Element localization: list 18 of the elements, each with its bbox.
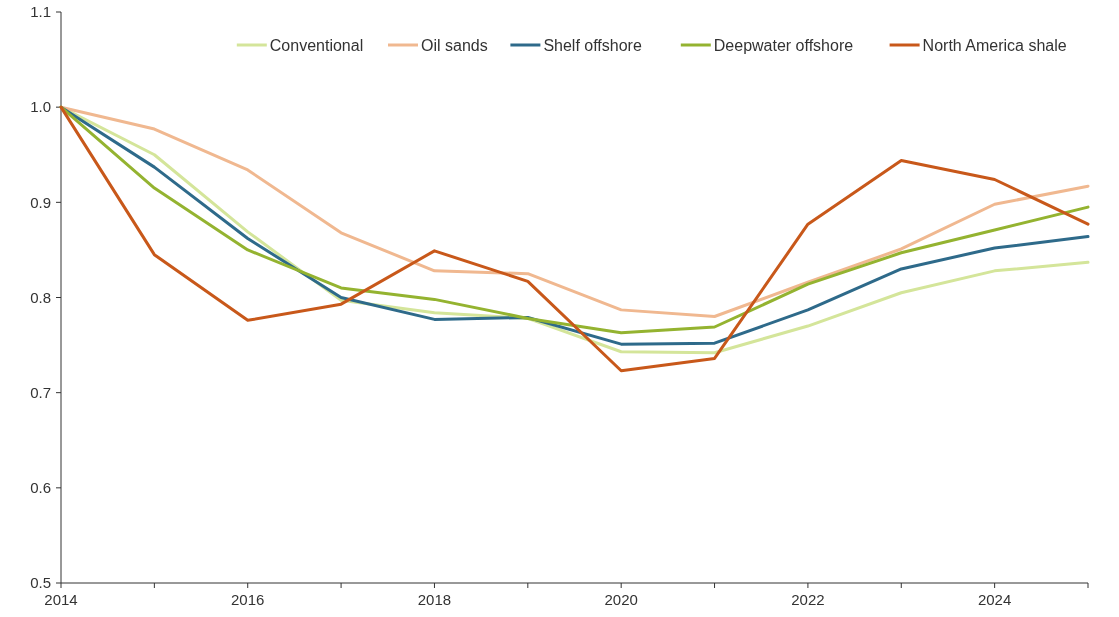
x-tick-label: 2020 — [604, 591, 638, 608]
legend-label: Shelf offshore — [543, 36, 642, 54]
y-tick-label: 1.0 — [30, 98, 51, 116]
legend-label: Deepwater offshore — [713, 36, 854, 54]
y-tick-label: 0.5 — [30, 574, 51, 592]
x-tick-label: 2022 — [791, 591, 825, 608]
legend-label: Oil sands — [421, 36, 488, 54]
x-tick-label: 2016 — [231, 591, 265, 608]
x-tick-label: 2024 — [977, 591, 1012, 608]
x-tick-label: 2014 — [44, 591, 78, 608]
y-tick-label: 0.8 — [30, 288, 51, 306]
y-tick-label: 0.7 — [30, 383, 51, 401]
legend-label: North America shale — [922, 36, 1067, 54]
legend-label: Conventional — [269, 36, 364, 54]
x-tick-label: 2018 — [417, 591, 452, 608]
y-tick-label: 0.9 — [30, 193, 51, 211]
y-tick-label: 0.6 — [30, 479, 51, 497]
y-tick-label: 1.1 — [30, 3, 51, 21]
